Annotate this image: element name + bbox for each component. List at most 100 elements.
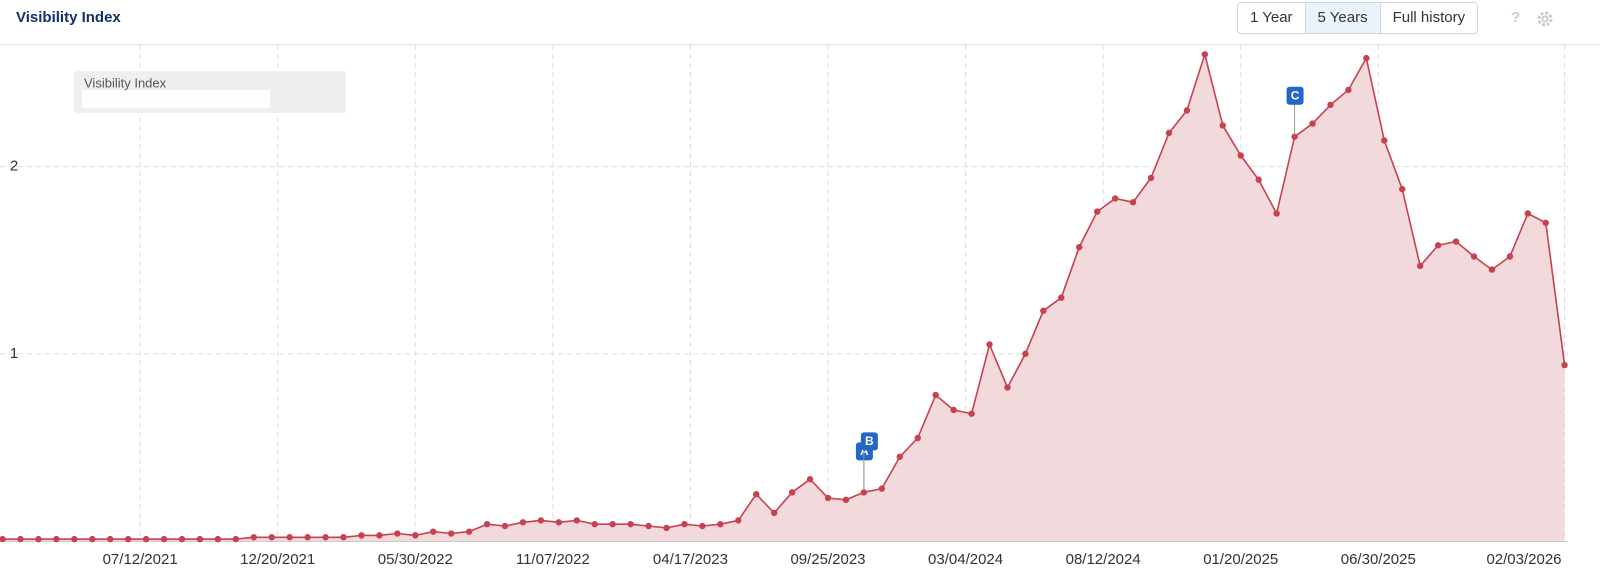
- header: Visibility Index 1 Year 5 Years Full his…: [0, 0, 1600, 45]
- x-tick-label: 12/20/2021: [240, 551, 315, 568]
- point: [537, 517, 545, 524]
- point: [124, 535, 132, 543]
- x-tick-label: 11/07/2022: [516, 551, 590, 568]
- point: [250, 534, 257, 541]
- point: [268, 534, 275, 541]
- point: [627, 520, 634, 528]
- point: [1327, 101, 1334, 109]
- point: [1506, 253, 1514, 260]
- point: [1363, 54, 1370, 62]
- annotation-flag: [1286, 86, 1304, 105]
- point: [896, 453, 903, 460]
- point: [950, 406, 957, 414]
- range-button[interactable]: 1 Year: [1250, 9, 1293, 26]
- point: [178, 535, 186, 543]
- point: [1183, 107, 1191, 114]
- point: [717, 520, 724, 528]
- point: [376, 532, 383, 539]
- point: [806, 476, 814, 483]
- help-icon[interactable]: ?: [1511, 9, 1521, 26]
- point: [860, 489, 868, 496]
- point: [214, 535, 222, 543]
- point: [770, 509, 778, 517]
- settings-icon[interactable]: [1536, 10, 1554, 28]
- point: [465, 528, 473, 535]
- point: [1165, 129, 1173, 137]
- point: [681, 520, 688, 528]
- point: [788, 489, 796, 496]
- area: [2, 54, 1565, 542]
- point: [286, 534, 293, 541]
- point: [17, 535, 24, 543]
- point: [1273, 210, 1280, 217]
- y-tick-label: 1: [10, 345, 18, 362]
- y-tick-label: 2: [10, 158, 18, 175]
- point: [53, 535, 60, 543]
- point: [304, 534, 311, 541]
- point: [555, 519, 563, 526]
- point: [699, 522, 706, 530]
- x-tick-label: 08/12/2024: [1066, 551, 1141, 568]
- point: [447, 530, 455, 537]
- point: [753, 491, 760, 498]
- annotation-flag: [860, 432, 878, 451]
- point: [1399, 185, 1406, 193]
- point: [340, 534, 347, 541]
- point: [1201, 51, 1209, 58]
- point: [663, 524, 670, 532]
- point: [412, 532, 419, 539]
- point: [71, 535, 78, 543]
- point: [986, 341, 993, 348]
- point: [519, 519, 527, 526]
- point: [1147, 174, 1155, 182]
- x-tick-label: 02/03/2026: [1486, 551, 1561, 568]
- x-tick-label: 06/30/2025: [1341, 551, 1416, 568]
- point: [573, 517, 580, 524]
- point: [645, 522, 652, 530]
- point: [501, 522, 509, 530]
- point: [878, 485, 886, 492]
- point: [1561, 361, 1568, 369]
- point: [160, 535, 168, 543]
- point: [196, 535, 204, 543]
- point: [35, 535, 42, 543]
- point: [824, 494, 832, 502]
- point: [1076, 243, 1083, 251]
- point: [483, 520, 491, 528]
- legend-label: Visibility Index: [84, 75, 167, 90]
- point: [1219, 122, 1226, 129]
- point: [430, 528, 437, 535]
- point: [1488, 266, 1496, 273]
- point: [842, 496, 850, 504]
- point: [914, 434, 921, 442]
- point: [1416, 262, 1424, 270]
- point: [232, 535, 240, 543]
- widget-title: Visibility Index: [16, 9, 121, 26]
- point: [1309, 120, 1316, 127]
- point: [394, 530, 401, 537]
- point: [591, 520, 598, 528]
- x-tick-label: 07/12/2021: [103, 551, 178, 568]
- point: [1542, 219, 1549, 227]
- range-button[interactable]: 5 Years: [1304, 3, 1380, 33]
- point: [968, 410, 975, 417]
- x-tick-label: 05/30/2022: [378, 551, 453, 568]
- point: [1291, 133, 1298, 140]
- point: [932, 391, 939, 399]
- x-tick-label: 09/25/2023: [790, 551, 865, 568]
- annotation-label: A: [860, 444, 869, 458]
- line: [2, 51, 1566, 540]
- x-tick-label: 03/04/2024: [928, 551, 1003, 568]
- point: [1255, 176, 1262, 183]
- annotation-label: C: [1291, 88, 1300, 102]
- x-tick-label: 01/20/2025: [1203, 551, 1278, 568]
- annotation-label: B: [865, 434, 874, 448]
- point: [1381, 137, 1388, 144]
- point: [1004, 384, 1011, 391]
- legend-blur: [82, 90, 270, 108]
- point: [1111, 195, 1119, 202]
- range-button[interactable]: Full history: [1379, 3, 1478, 33]
- range-buttons: 1 Year 5 Years Full history: [1237, 2, 1479, 34]
